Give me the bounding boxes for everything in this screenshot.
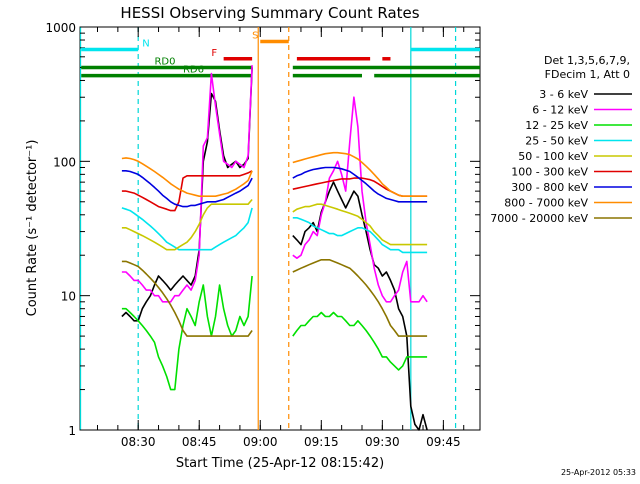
plot-frame — [79, 26, 481, 431]
legend-label-7: 800 - 7000 keV — [504, 197, 588, 210]
legend-label-3: 25 - 50 keV — [525, 135, 588, 148]
y-tick-label: 10 — [61, 290, 76, 304]
legend: Det 1,3,5,6,7,9, FDecim 1, Att 0 3 - 6 k… — [490, 54, 632, 225]
legend-label-4: 50 - 100 keV — [518, 150, 588, 163]
legend-label-6: 300 - 800 keV — [511, 181, 588, 194]
legend-label-5: 100 - 300 keV — [511, 166, 588, 179]
x-axis-label: Start Time (25-Apr-12 08:15:42) — [176, 456, 384, 471]
x-tick-label: 09:15 — [304, 435, 339, 449]
y-tick-label: 1000 — [45, 21, 76, 35]
x-tick-label: 08:30 — [121, 435, 156, 449]
series-line-4 — [121, 198, 428, 251]
x-tick-label: 09:30 — [365, 435, 400, 449]
chart-title: HESSI Observing Summary Count Rates — [120, 4, 419, 22]
series-line-2 — [121, 275, 428, 391]
x-tick-label: 09:45 — [426, 435, 461, 449]
series-line-1 — [121, 65, 428, 303]
flag-label-n: N — [142, 38, 149, 49]
flag-label-f: F — [211, 48, 217, 59]
series-line-8 — [121, 259, 428, 337]
legend-header-line-1: Det 1,3,5,6,7,9, — [544, 54, 630, 67]
series-line-3 — [121, 207, 428, 254]
x-tick-label: 09:00 — [243, 435, 278, 449]
y-axis-label: Count Rate (s⁻¹ detector⁻¹) — [25, 140, 40, 317]
legend-label-8: 7000 - 20000 keV — [490, 212, 588, 225]
legend-header-line-2: FDecim 1, Att 0 — [545, 68, 630, 81]
flag-label-s: S — [252, 30, 258, 41]
plot-area: 1 10 100 1000 08:30 08:45 09:00 09:15 09:30 09:45… — [45, 21, 481, 449]
x-tick-label: 08:45 — [182, 435, 217, 449]
legend-label-0: 3 - 6 keV — [539, 88, 588, 101]
series-line-0 — [121, 67, 428, 431]
date-stamp: 25-Apr-2012 05:33 — [561, 468, 636, 477]
legend-label-1: 6 - 12 keV — [532, 104, 588, 117]
flag-label-rd6: RD6 — [183, 65, 204, 76]
legend-label-2: 12 - 25 keV — [525, 119, 588, 132]
y-tick-label: 100 — [53, 155, 76, 169]
series-line-6 — [121, 166, 428, 208]
flag-label-rd0: RD0 — [154, 56, 175, 67]
series-line-5 — [121, 170, 428, 212]
series-line-7 — [121, 151, 428, 197]
y-tick-label: 1 — [68, 424, 76, 438]
